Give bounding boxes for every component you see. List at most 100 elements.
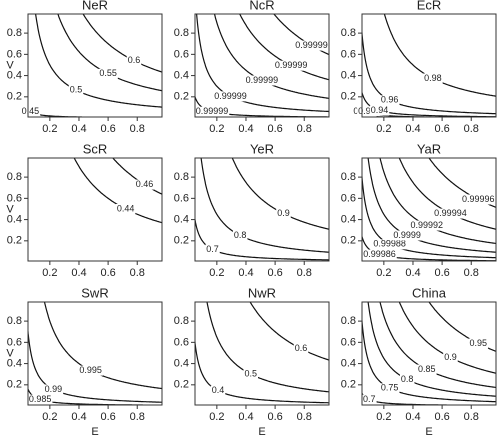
- panel-title: NeR: [82, 0, 108, 12]
- contour-line: [249, 302, 329, 361]
- plot-frame: [194, 301, 330, 406]
- y-tick-label: 0.8: [7, 27, 22, 39]
- label-bg: [232, 230, 248, 241]
- y-tick-label: 0.4: [174, 357, 189, 369]
- y-tick-label: 0.6: [341, 48, 356, 60]
- y-tick-label: 0.6: [7, 48, 22, 60]
- label-bg: [443, 352, 458, 363]
- contour-line: [231, 158, 329, 230]
- panel: YaR 0.2 0.4 0.6 0.8 0.2 0.4 0.6 0.8 0.999860.9998…: [341, 141, 497, 279]
- label-bg: [115, 203, 136, 214]
- x-tick-label: 0.2: [209, 411, 224, 423]
- x-tick-label: 0.6: [267, 267, 282, 279]
- y-tick-label: 0.8: [341, 171, 356, 183]
- contour-line: [195, 336, 329, 404]
- contour-label: 0.96: [381, 95, 399, 105]
- contour-line: [28, 324, 162, 403]
- panel: EcR0.20.40.60.80.20.40.60.80.90.920.940.…: [341, 0, 497, 135]
- x-tick-label: 0.2: [42, 411, 57, 423]
- panel-title: EcR: [417, 0, 442, 12]
- contour-label: 0.99999: [214, 91, 247, 101]
- contour-line: [367, 302, 496, 397]
- x-tick-label: 0.4: [405, 267, 420, 279]
- label-bg: [134, 179, 155, 190]
- x-tick-label: 0.6: [434, 123, 449, 135]
- contour-label: 0.99996: [462, 194, 495, 204]
- panel-title: YaR: [417, 141, 441, 156]
- label-bg: [357, 106, 377, 117]
- x-tick-label: 0.6: [434, 411, 449, 423]
- plot-frame: [27, 301, 163, 406]
- contour-label: 0.5: [244, 369, 257, 379]
- contour-label: 0.8: [234, 230, 247, 240]
- y-tick-label: 0.4: [7, 357, 22, 369]
- plot-frame: [361, 13, 497, 118]
- y-tick-label: 0.2: [7, 235, 22, 247]
- contour-label: 0.6: [295, 343, 308, 353]
- label-bg: [205, 244, 220, 255]
- contour-line: [398, 158, 496, 230]
- label-bg: [461, 194, 496, 205]
- plot-frame: [27, 157, 163, 262]
- label-bg: [409, 220, 445, 231]
- x-tick-label: 0.6: [267, 411, 282, 423]
- label-bg: [273, 60, 309, 71]
- y-tick-label: 0.8: [7, 171, 22, 183]
- label-bg: [20, 106, 41, 117]
- y-tick-label: 0.2: [341, 379, 356, 391]
- label-bg: [433, 208, 468, 219]
- label-bg: [362, 249, 397, 260]
- y-tick-label: 0.6: [174, 48, 189, 60]
- y-axis-label: V: [6, 59, 14, 71]
- x-axis-label: E: [258, 426, 265, 436]
- x-tick-label: 0.4: [405, 123, 420, 135]
- contour-label: 0.46: [136, 179, 154, 189]
- label-bg: [369, 105, 390, 116]
- label-bg: [294, 40, 329, 51]
- x-tick-label: 0.4: [238, 123, 253, 135]
- x-tick-label: 0.8: [297, 267, 312, 279]
- x-tick-label: 0.2: [42, 267, 57, 279]
- y-tick-label: 0.6: [7, 336, 22, 348]
- y-tick-label: 0.4: [341, 69, 356, 81]
- contour-line: [362, 391, 496, 405]
- contour-line: [200, 158, 329, 253]
- label-bg: [210, 385, 226, 396]
- panel-title: China: [412, 285, 447, 300]
- x-tick-label: 0.4: [238, 267, 253, 279]
- panel-title: YeR: [250, 141, 274, 156]
- contour-label: 0.5: [70, 84, 83, 94]
- label-bg: [293, 343, 309, 354]
- label-bg: [43, 384, 64, 395]
- label-bg: [126, 55, 142, 66]
- y-tick-label: 0.6: [174, 192, 189, 204]
- x-tick-label: 0.4: [71, 411, 86, 423]
- contour-line: [239, 14, 329, 81]
- y-tick-label: 0.8: [341, 27, 356, 39]
- label-bg: [399, 374, 415, 385]
- y-tick-label: 0.6: [341, 192, 356, 204]
- panel-title: SwR: [81, 285, 108, 300]
- x-tick-label: 0.4: [71, 123, 86, 135]
- x-tick-label: 0.2: [209, 267, 224, 279]
- x-tick-label: 0.2: [376, 123, 391, 135]
- y-tick-label: 0.4: [174, 213, 189, 225]
- panel: NwR 0.2 0.4 0.6 0.8 0.2 0.4 0.6 0.8 E 0.4 0.5 0.6: [174, 285, 330, 436]
- plot-frame: [194, 13, 330, 118]
- contour-label: 0.9: [444, 352, 457, 362]
- contour-label: 0.99: [45, 384, 63, 394]
- plot-frame: [361, 157, 497, 262]
- y-tick-label: 0.2: [174, 235, 189, 247]
- x-tick-label: 0.4: [238, 411, 253, 423]
- y-tick-label: 0.6: [174, 336, 189, 348]
- panel: NcR 0.2 0.4 0.6 0.8 0.2 0.4 0.6 0.8 0.99999 0.9999…: [174, 0, 330, 135]
- y-tick-label: 0.4: [7, 213, 22, 225]
- contour-line: [195, 94, 329, 117]
- contour-label: 0.99994: [434, 208, 467, 218]
- x-tick-label: 0.8: [130, 411, 145, 423]
- contour-line: [28, 108, 162, 117]
- x-tick-label: 0.8: [297, 123, 312, 135]
- y-tick-label: 0.4: [174, 69, 189, 81]
